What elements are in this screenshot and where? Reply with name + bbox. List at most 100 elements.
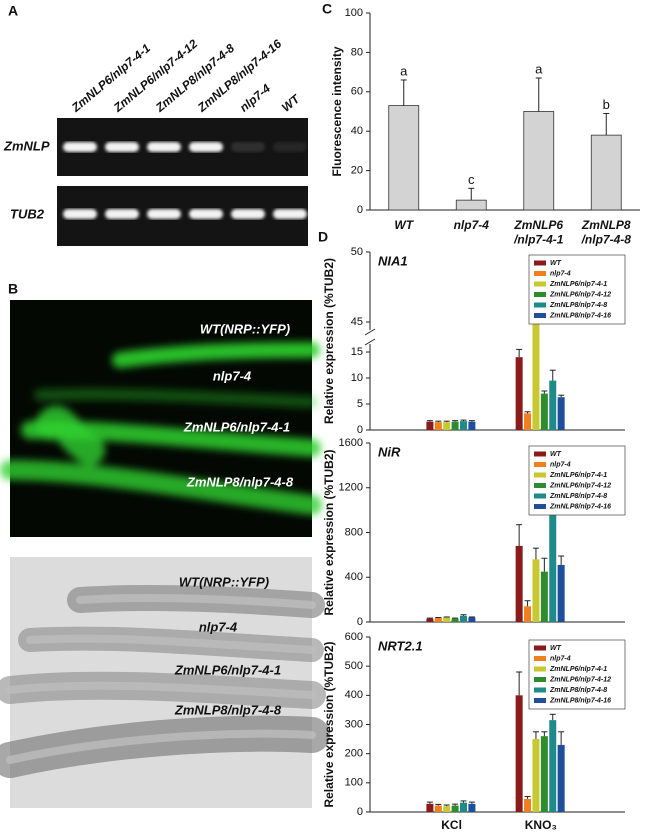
y-tick-label: 60 [351,86,363,98]
panel-label: C [322,1,332,17]
y-tick-label: 80 [351,46,363,58]
bar [532,559,540,622]
x-tick-label: nlp7-4 [454,218,490,232]
y-tick-label: 200 [345,748,363,760]
legend-label: ZmNLP6/nlp7-4-12 [549,291,611,298]
brightfield-roots [0,584,330,778]
y-axis-label: Fluorescence intensity [330,46,344,176]
legend-swatch [534,645,546,651]
bar [434,805,442,812]
image-label: ZmNLP6/nlp7-4-1 [174,662,281,677]
axis-break [364,328,376,336]
y-tick-label: 15 [351,346,363,358]
bar [468,803,476,812]
row-label: TUB2 [10,206,45,221]
band [105,209,139,219]
band [63,142,97,152]
annotation: a [535,61,543,76]
band [147,142,181,152]
annotation: b [603,97,610,112]
legend-swatch [534,271,546,276]
legend-label: ZmNLP6/nlp7-4-1 [549,281,607,288]
y-tick-label: 0 [357,204,363,216]
bar [426,618,434,622]
band [189,209,223,219]
bar [557,564,565,622]
panel-label: B [8,281,18,297]
lane-label: nlp7-4 [237,81,273,115]
bar [515,545,523,622]
y-tick-label: 40 [351,125,363,137]
legend-label: ZmNLP8/nlp7-4-8 [549,302,607,309]
legend-label: ZmNLP8/nlp7-4-16 [549,503,611,510]
y-tick-label: 300 [345,718,363,730]
image-label: WT(NRP::YFP) [200,321,290,336]
legend-label: ZmNLP8/nlp7-4-16 [549,312,611,319]
fluorescent-roots [0,342,322,515]
band [273,209,307,219]
legend-swatch [534,493,546,499]
panel-label: A [8,3,18,19]
bar [524,606,532,622]
legend-label: nlp7-4 [550,270,571,277]
axis-break [364,338,376,346]
y-tick-label: 1600 [339,437,363,449]
legend-swatch [534,483,546,488]
bar [532,273,540,430]
legend-swatch [534,666,546,672]
bar [426,803,434,812]
bar [515,357,523,430]
bar [549,485,557,622]
y-tick-label: 10 [351,372,363,384]
legend-label: WT [550,451,562,458]
y-axis-label: Relative expression (%TUB2) [322,641,336,807]
bar [540,393,548,430]
image-label: nlp7-4 [199,619,238,634]
x-tick-label: ZmNLP8/nlp7-4-8 [581,218,632,246]
y-tick-label: 100 [345,777,363,789]
x-tick-label: KNO₃ [525,818,557,832]
y-tick-label: 50 [351,246,363,258]
y-tick-label: 400 [345,689,363,701]
legend-label: nlp7-4 [550,461,571,468]
image-label: ZmNLP8/nlp7-4-8 [186,474,294,489]
band [231,209,265,219]
legend-swatch [534,281,546,287]
bar [524,413,532,430]
legend-label: ZmNLP6/nlp7-4-12 [549,676,611,683]
bar [468,617,476,622]
bar [443,422,451,430]
image-label: ZmNLP6/nlp7-4-1 [183,419,290,434]
bar [557,397,565,430]
annotation: c [468,172,475,187]
band [273,142,307,152]
bar [443,806,451,812]
row-label: ZmNLP [3,138,50,153]
bar [388,105,420,211]
band [63,209,97,219]
x-tick-label: WT [394,218,414,232]
y-axis-label: Relative expression (%TUB2) [322,449,336,615]
y-tick-label: 400 [345,571,363,583]
y-axis-label: Relative expression (%TUB2) [322,258,336,424]
bar [434,618,442,622]
legend-label: ZmNLP6/nlp7-4-1 [549,472,607,479]
bar [443,617,451,622]
legend-swatch [534,260,546,266]
y-tick-label: 500 [345,660,363,672]
legend-box [528,639,626,710]
y-tick-label: 100 [345,7,363,19]
bar [460,421,467,430]
band [147,209,181,219]
gel-bottom [57,186,308,246]
legend-swatch [534,472,546,478]
y-tick-label: 1200 [339,482,363,494]
legend-label: ZmNLP8/nlp7-4-8 [549,493,607,500]
legend-swatch [534,698,546,703]
legend-label: ZmNLP6/nlp7-4-12 [549,482,611,489]
band [231,142,265,152]
legend-swatch [534,462,546,467]
legend-swatch [534,677,546,682]
annotation: a [400,63,408,78]
image-label: WT(NRP::YFP) [179,574,269,589]
